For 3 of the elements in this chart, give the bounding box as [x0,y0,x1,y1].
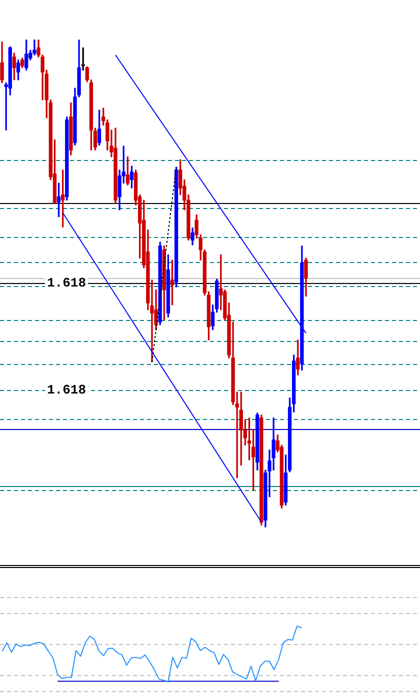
annotation: 1.618 [47,275,86,290]
candlestick [81,47,85,70]
annotation: 1.618 [47,382,86,398]
